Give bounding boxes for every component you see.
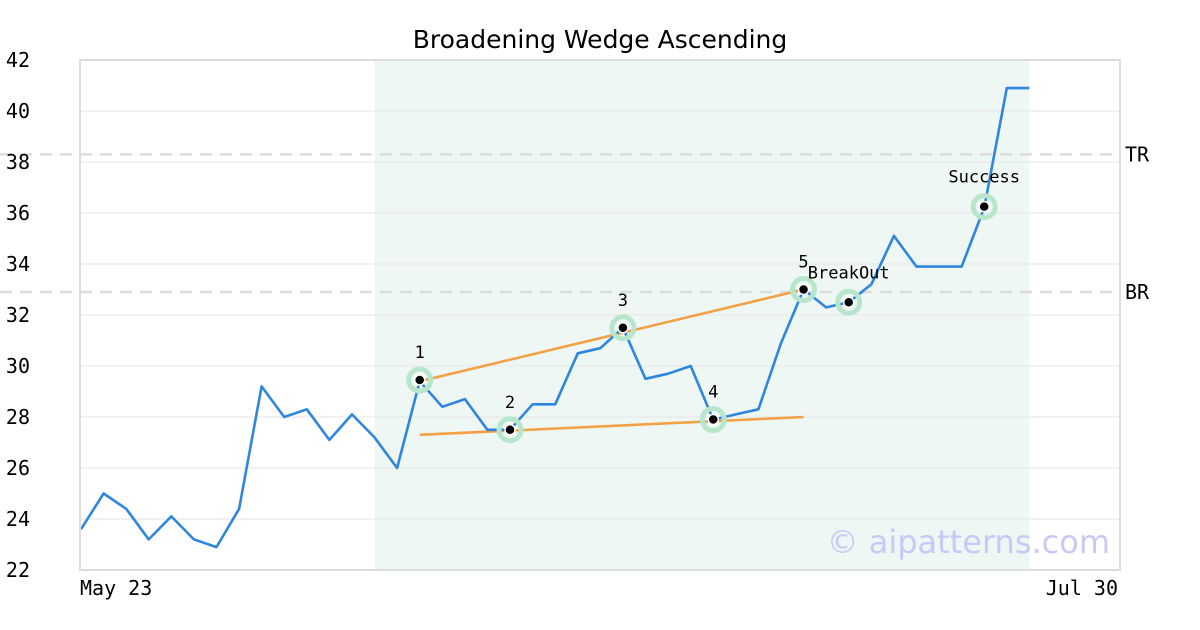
y-tick-label: 40 <box>6 99 30 123</box>
y-tick-label: 30 <box>6 354 30 378</box>
point-halo <box>970 193 998 221</box>
point-label: Success <box>948 168 1020 188</box>
point-label: 5 <box>798 253 808 273</box>
point-marker <box>978 200 990 213</box>
y-tick-label: 36 <box>6 201 30 225</box>
point-halo <box>790 276 818 303</box>
gridlines <box>80 110 1120 520</box>
y-tick-label: 34 <box>6 252 30 276</box>
point-label: 4 <box>708 383 718 403</box>
plot-frame <box>79 59 1121 571</box>
level-lines: TR BR <box>0 142 1150 304</box>
y-tick-label: 32 <box>6 303 30 327</box>
chart-title: Broadening Wedge Ascending <box>413 25 788 54</box>
point-halo <box>496 416 524 444</box>
point-marker <box>413 374 426 386</box>
point-marker <box>504 424 516 436</box>
y-axis: 22 24 26 28 30 32 34 36 38 40 42 <box>6 48 30 582</box>
upper-trendline <box>419 288 804 383</box>
trendlines <box>419 288 804 437</box>
point-label: 3 <box>618 291 628 311</box>
y-tick-label: 38 <box>6 150 30 174</box>
x-axis: May 23 Jul 30 <box>80 576 1118 600</box>
point-marker <box>707 413 719 426</box>
y-tick-label: 26 <box>6 456 30 480</box>
point-marker <box>842 296 855 308</box>
lower-trendline <box>419 415 804 437</box>
point-marker <box>617 322 629 334</box>
y-tick-label: 24 <box>6 507 30 531</box>
y-tick-label: 22 <box>6 558 30 582</box>
level-label-tr: TR <box>1125 142 1150 166</box>
y-tick-label: 28 <box>6 405 30 429</box>
watermark: © aipatterns.com <box>827 523 1110 561</box>
point-halo <box>406 366 434 394</box>
point-label: 2 <box>505 393 515 413</box>
point-halo <box>835 288 863 316</box>
point-halo <box>699 406 727 434</box>
point-marker <box>797 283 810 296</box>
price-line <box>79 86 1030 549</box>
point-label: BreakOut <box>808 263 890 283</box>
point-label: 1 <box>415 343 425 363</box>
y-tick-label: 42 <box>6 48 30 72</box>
point-halo <box>609 314 637 342</box>
x-tick-label: May 23 <box>80 576 152 600</box>
level-label-br: BR <box>1125 280 1150 304</box>
x-tick-label: Jul 30 <box>1046 576 1118 600</box>
